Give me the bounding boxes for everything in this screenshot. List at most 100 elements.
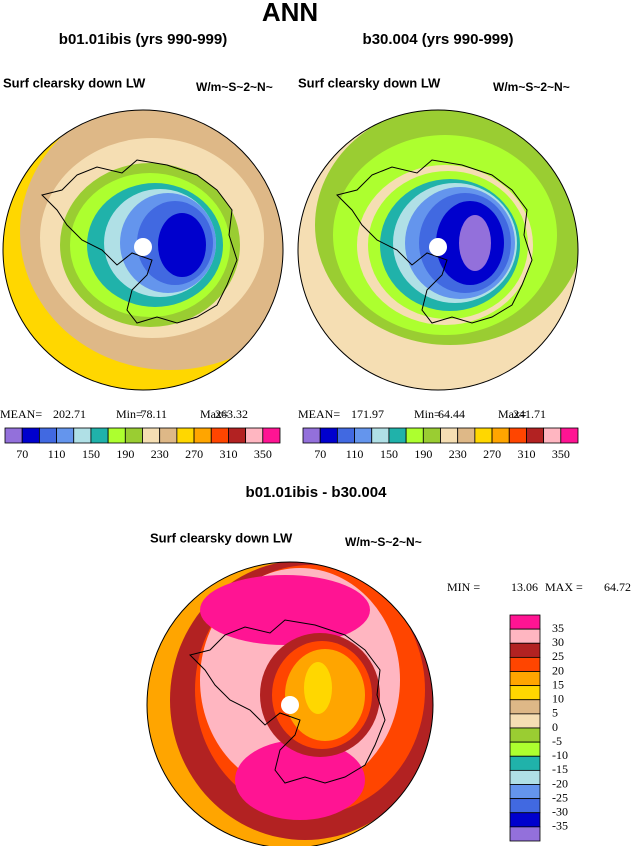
colorbar-box [509, 713, 541, 729]
colorbar-label: 150 [82, 447, 100, 461]
colorbar-box [509, 628, 541, 644]
colorbar-label: 10 [552, 692, 564, 706]
colorbar-box [262, 427, 281, 444]
colorbar-box [193, 427, 212, 444]
colorbar-box [509, 656, 541, 672]
colorbar-box [107, 427, 126, 444]
colorbar-box [509, 784, 541, 800]
page-title: ANN [262, 0, 318, 27]
stat-value: 171.97 [351, 407, 384, 421]
panel-title: b01.01ibis - b30.004 [246, 484, 388, 501]
colorbar-label: 20 [552, 663, 564, 677]
colorbar-label: -10 [552, 748, 568, 762]
colorbar-label: 35 [552, 621, 564, 635]
colorbar-box [302, 427, 321, 444]
colorbar-box [405, 427, 424, 444]
panel-title: b30.004 (yrs 990-999) [363, 31, 514, 48]
map-border [146, 561, 434, 846]
colorbar-box [319, 427, 338, 444]
colorbar-label: 310 [219, 447, 237, 461]
colorbar-label: 30 [552, 635, 564, 649]
colorbar-label: 350 [254, 447, 272, 461]
colorbar-box [336, 427, 355, 444]
colorbar-box [159, 427, 178, 444]
colorbar-label: 150 [380, 447, 398, 461]
colorbar-box [474, 427, 493, 444]
colorbar-label: 190 [116, 447, 134, 461]
colorbar-label: -20 [552, 776, 568, 790]
colorbar-label: -5 [552, 734, 562, 748]
colorbar-box [371, 427, 390, 444]
colorbar-box [509, 769, 541, 785]
colorbar-label: 310 [517, 447, 535, 461]
colorbar-box [457, 427, 476, 444]
stat-label: Min= [116, 407, 143, 421]
colorbar-box [354, 427, 373, 444]
colorbar-box [38, 427, 57, 444]
colorbar-box [388, 427, 407, 444]
colorbar-label: 25 [552, 649, 564, 663]
colorbar-box [142, 427, 161, 444]
colorbar-box [90, 427, 109, 444]
colorbar-label: -15 [552, 762, 568, 776]
stat-label: Max= [498, 407, 527, 421]
colorbar-label: 110 [346, 447, 364, 461]
colorbar-label: -25 [552, 790, 568, 804]
colorbar-label: 270 [185, 447, 203, 461]
panel-title: b01.01ibis (yrs 990-999) [59, 31, 227, 48]
colorbar-box [176, 427, 195, 444]
colorbar-box [491, 427, 510, 444]
map-border [2, 109, 284, 391]
stat-label: MEAN= [298, 407, 340, 421]
stat-label: MAX = [545, 580, 583, 594]
map-border [297, 109, 579, 391]
colorbar-box [440, 427, 459, 444]
stat-value: 13.06 [511, 580, 538, 594]
map [298, 110, 578, 390]
variable-label: Surf clearsky down LW [3, 75, 146, 90]
colorbar-box [210, 427, 229, 444]
colorbar-box [4, 427, 23, 444]
colorbar-box [509, 699, 541, 715]
colorbar-box [509, 614, 541, 630]
stat-label: MIN = [447, 580, 480, 594]
colorbar-box [73, 427, 92, 444]
map [3, 110, 283, 390]
colorbar-label: -30 [552, 805, 568, 819]
map [147, 562, 433, 846]
colorbar-box [560, 427, 579, 444]
colorbar-label: 0 [552, 720, 558, 734]
colorbar-box [21, 427, 40, 444]
colorbar-box [124, 427, 143, 444]
variable-label: Surf clearsky down LW [298, 75, 441, 90]
colorbar-box [509, 741, 541, 757]
colorbar-box [508, 427, 527, 444]
stat-value: 64.72 [604, 580, 631, 594]
colorbar-box [509, 755, 541, 771]
colorbar-label: 270 [483, 447, 501, 461]
stat-value: 78.11 [140, 407, 167, 421]
colorbar-box [543, 427, 562, 444]
colorbar-box [245, 427, 264, 444]
variable-label: Surf clearsky down LW [150, 530, 293, 545]
colorbar-label: -35 [552, 819, 568, 833]
stat-value: 241.71 [513, 407, 546, 421]
colorbar-label: 230 [449, 447, 467, 461]
colorbar-box [56, 427, 75, 444]
colorbar-label: 350 [552, 447, 570, 461]
colorbar-label: 5 [552, 706, 558, 720]
stat-label: Min= [414, 407, 441, 421]
stat-value: 263.32 [215, 407, 248, 421]
colorbar-box [526, 427, 545, 444]
colorbar-label: 190 [414, 447, 432, 461]
colorbar-box [509, 642, 541, 658]
colorbar-box [509, 812, 541, 828]
colorbar-label: 110 [48, 447, 66, 461]
colorbar-label: 70 [16, 447, 28, 461]
stat-value: 64.44 [438, 407, 465, 421]
colorbar-box [509, 727, 541, 743]
colorbar-box [509, 685, 541, 701]
colorbar-box [509, 826, 541, 842]
colorbar-label: 70 [314, 447, 326, 461]
